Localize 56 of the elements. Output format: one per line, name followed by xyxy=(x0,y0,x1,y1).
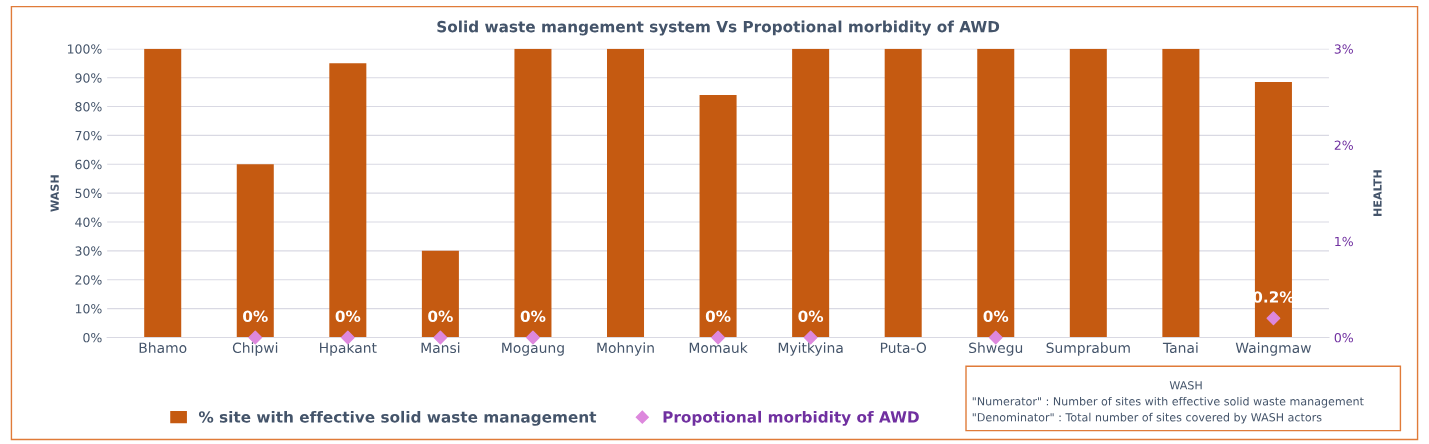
y-tick-label: 20% xyxy=(75,275,102,285)
bar xyxy=(607,48,645,338)
bar xyxy=(699,95,737,338)
y-tick-label: 80% xyxy=(75,102,102,112)
text: WASH xyxy=(1169,381,1202,390)
chart-title: Solid waste mangement system Vs Propotional morbidity of AWD xyxy=(437,20,1000,36)
y-tick-label: 60% xyxy=(75,159,102,170)
y2-tick-label: 0% xyxy=(1334,332,1353,343)
legend-label: % site with effective solid waste management xyxy=(198,410,597,426)
bar xyxy=(977,48,1015,338)
y-axis-title: WASH xyxy=(50,175,59,212)
y-tick-label: 40% xyxy=(75,217,102,227)
x-tick-label: Waingmaw xyxy=(1235,342,1311,356)
y-tick-label: 50% xyxy=(75,188,102,199)
x-tick-label: Shwegu xyxy=(969,342,1023,356)
x-tick-label: Tanai xyxy=(1162,342,1198,354)
bar xyxy=(329,63,367,338)
text: "Numerator" : Number of sites with effective solid waste management xyxy=(972,396,1364,408)
x-tick-label: Myitkyina xyxy=(778,342,843,356)
y-tick-label: 30% xyxy=(75,246,102,256)
bar xyxy=(792,48,830,338)
data-label: 0% xyxy=(335,310,361,322)
x-tick-label: Puta-O xyxy=(880,342,927,354)
x-tick-label: Mansi xyxy=(421,342,460,354)
legend-label: Propotional morbidity of AWD xyxy=(663,410,919,426)
bar xyxy=(884,48,922,338)
bar xyxy=(1254,82,1292,338)
y-tick-label: 0% xyxy=(83,332,102,343)
x-tick-label: Momauk xyxy=(689,342,748,354)
data-label: 0% xyxy=(983,310,1009,322)
y2-axis-title: HEALTH xyxy=(1373,170,1382,216)
data-label: 0% xyxy=(705,310,731,322)
bar xyxy=(1069,48,1107,338)
bar xyxy=(421,250,459,338)
y-tick-label: 10% xyxy=(75,304,102,314)
y2-tick-label: 2% xyxy=(1334,140,1353,150)
y-tick-label: 100% xyxy=(67,44,102,54)
x-tick-label: Bhamo xyxy=(139,342,187,354)
data-label: 0% xyxy=(243,310,268,322)
text: "Denominator" : Total number of sites covered by WASH actors xyxy=(972,412,1322,424)
x-tick-label: Sumprabum xyxy=(1046,342,1130,356)
y2-tick-label: 3% xyxy=(1334,44,1353,54)
x-tick-label: Mohnyin xyxy=(597,342,654,356)
x-tick-label: Mogaung xyxy=(502,342,564,356)
bar xyxy=(514,48,552,338)
data-label: 0% xyxy=(520,310,546,322)
bar xyxy=(144,48,182,338)
y-tick-label: 70% xyxy=(75,130,102,141)
x-tick-label: Chipwi xyxy=(232,342,278,356)
data-label: 0% xyxy=(428,310,453,322)
y-tick-label: 90% xyxy=(75,73,102,83)
bar xyxy=(236,164,274,338)
bar xyxy=(1162,48,1200,338)
x-tick-label: Hpakant xyxy=(320,342,377,356)
y2-tick-label: 1% xyxy=(1335,236,1353,247)
data-label: 0% xyxy=(798,310,824,322)
